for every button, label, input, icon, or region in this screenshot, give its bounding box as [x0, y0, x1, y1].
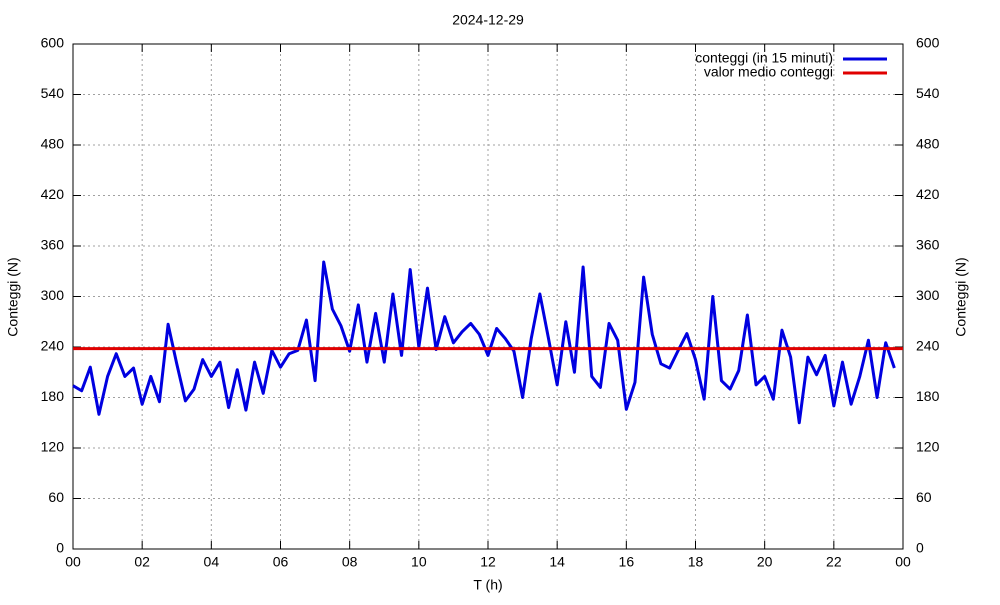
y2-tick-label: 360 [916, 237, 940, 253]
legend-label: valor medio conteggi [704, 64, 833, 80]
y-tick-label: 420 [41, 186, 65, 202]
y-tick-label: 120 [41, 439, 65, 455]
plot-frame [72, 43, 904, 550]
chart-title: 2024-12-29 [452, 12, 524, 28]
y2-tick-label: 420 [916, 186, 940, 202]
x-tick-label: 04 [204, 554, 220, 570]
y-tick-label: 600 [41, 35, 65, 51]
y2-tick-label: 240 [916, 338, 940, 354]
x-tick-label: 12 [480, 554, 496, 570]
y2-tick-label: 180 [916, 388, 940, 404]
y-tick-label: 480 [41, 136, 65, 152]
x-tick-label: 02 [134, 554, 150, 570]
x-tick-label: 10 [411, 554, 427, 570]
y-tick-label: 240 [41, 338, 65, 354]
y2-tick-label: 300 [916, 287, 940, 303]
x-tick-label: 22 [826, 554, 842, 570]
y-tick-label: 180 [41, 388, 65, 404]
x-tick-label: 00 [895, 554, 911, 570]
x-tick-label: 16 [619, 554, 635, 570]
y2-tick-label: 480 [916, 136, 940, 152]
y2-tick-label: 120 [916, 439, 940, 455]
y-tick-label: 0 [56, 540, 64, 556]
y2-axis-label: Conteggi (N) [953, 257, 969, 336]
x-tick-label: 08 [342, 554, 358, 570]
y-tick-label: 360 [41, 237, 65, 253]
data-line [72, 260, 896, 425]
legend-label: conteggi (in 15 minuti) [695, 50, 833, 66]
x-tick-label: 00 [65, 554, 81, 570]
y-tick-label: 60 [48, 489, 64, 505]
x-tick-label: 06 [273, 554, 289, 570]
x-axis-label: T (h) [473, 577, 502, 593]
x-tick-label: 18 [688, 554, 704, 570]
y2-tick-label: 540 [916, 85, 940, 101]
x-tick-label: 20 [757, 554, 773, 570]
y2-tick-label: 600 [916, 35, 940, 51]
y-tick-label: 300 [41, 287, 65, 303]
x-tick-label: 14 [549, 554, 565, 570]
y2-tick-label: 0 [916, 540, 924, 556]
y-tick-label: 540 [41, 85, 65, 101]
y2-tick-label: 60 [916, 489, 932, 505]
y-axis-label: Conteggi (N) [5, 257, 21, 336]
